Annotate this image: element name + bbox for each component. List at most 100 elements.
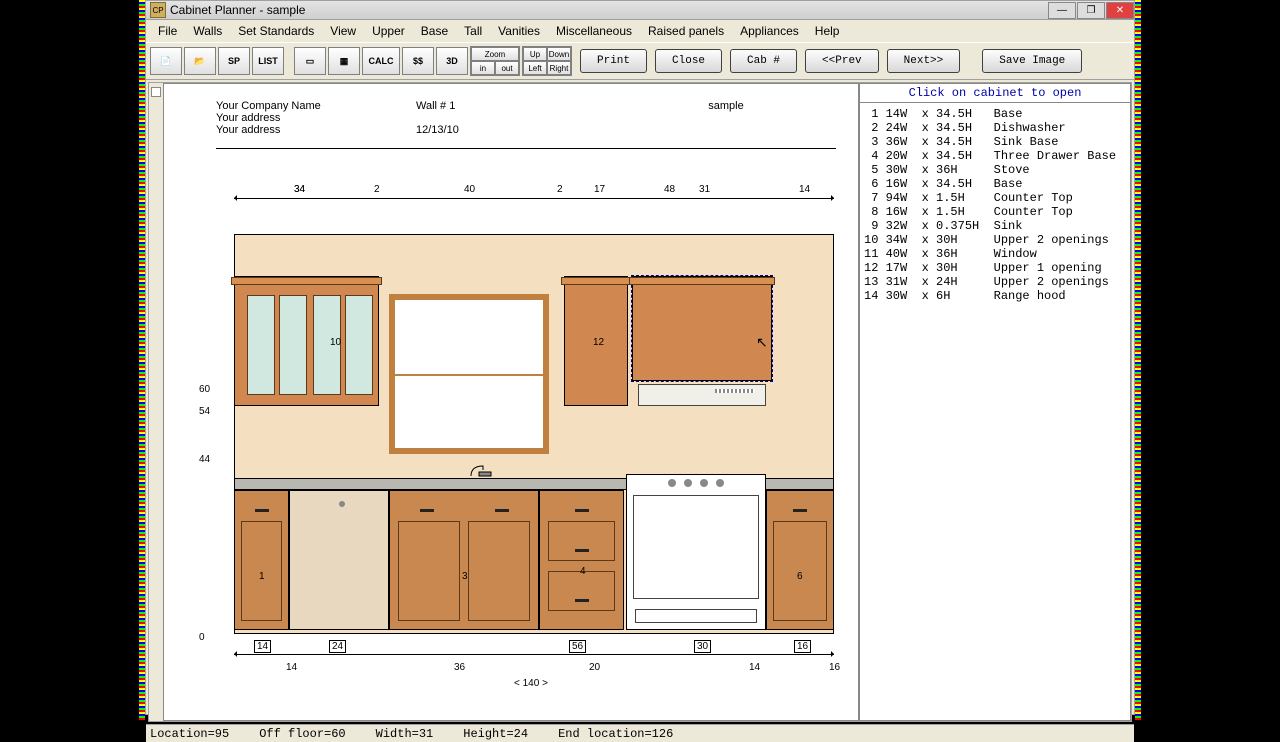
dim-left: 54 (199, 406, 210, 417)
dim-bot2: 14 (749, 662, 760, 673)
zoom-in-button[interactable]: in (471, 61, 495, 75)
app-window: CP Cabinet Planner - sample — ❐ ✕ File W… (145, 0, 1135, 715)
close-page-button[interactable]: Close (655, 49, 722, 73)
dim-total: < 140 > (514, 678, 548, 689)
cabinet-13[interactable] (632, 276, 772, 381)
dim-top2: 34 (294, 184, 305, 195)
print-button[interactable]: Print (580, 49, 647, 73)
cab-label: 1 (259, 571, 265, 582)
drawing-canvas[interactable]: Your Company Name Wall # 1 sample Your a… (163, 83, 859, 721)
pan-right-button[interactable]: Right (547, 61, 571, 75)
status-location: Location=95 (150, 727, 229, 741)
main-area: Your Company Name Wall # 1 sample Your a… (148, 82, 1132, 722)
pan-group: Up Down Left Right (522, 46, 572, 76)
menu-tall[interactable]: Tall (456, 22, 490, 40)
dim-bot2: 20 (589, 662, 600, 673)
cabinet-list-panel: Click on cabinet to open 1 14W x 34.5H B… (859, 83, 1131, 721)
dim-bot: 16 (794, 640, 811, 653)
dim-top: 14 (799, 184, 810, 195)
drawing-header: Your Company Name Wall # 1 sample Your a… (216, 100, 836, 136)
zoom-out-button[interactable]: out (495, 61, 519, 75)
sp-icon[interactable]: SP (218, 47, 250, 75)
dim-left: 60 (199, 384, 210, 395)
cabinet-list[interactable]: 1 14W x 34.5H Base 2 24W x 34.5H Dishwas… (860, 103, 1130, 307)
address-2: Your address (216, 124, 416, 136)
menu-help[interactable]: Help (807, 22, 848, 40)
dim-bot2: 14 (286, 662, 297, 673)
wall-label: Wall # 1 (416, 100, 616, 112)
menubar: File Walls Set Standards View Upper Base… (146, 20, 1134, 42)
new-icon[interactable]: 📄 (150, 47, 182, 75)
window-title: Cabinet Planner - sample (170, 3, 1047, 17)
window-11[interactable] (389, 294, 549, 454)
cab-label: 6 (797, 571, 803, 582)
address-1: Your address (216, 112, 416, 124)
grid-icon[interactable]: ▦ (328, 47, 360, 75)
dim-top2: 31 (699, 184, 710, 195)
titlebar: CP Cabinet Planner - sample — ❐ ✕ (146, 1, 1134, 20)
zoom-group: Zoom in out (470, 46, 520, 76)
elevation-view: 34 2 40 2 48 14 34 17 31 60 54 44 0 (194, 184, 844, 694)
menu-appliances[interactable]: Appliances (732, 22, 807, 40)
dim-bot2: 16 (829, 662, 840, 673)
dim-top: 2 (374, 184, 380, 195)
minimize-button[interactable]: — (1048, 2, 1076, 19)
close-button[interactable]: ✕ (1106, 2, 1134, 19)
status-off-floor: Off floor=60 (259, 727, 345, 741)
decorative-right-strip (1135, 0, 1141, 720)
page-marker[interactable] (151, 87, 161, 97)
dim-bot: 24 (329, 640, 346, 653)
menu-set-standards[interactable]: Set Standards (230, 22, 322, 40)
menu-misc[interactable]: Miscellaneous (548, 22, 640, 40)
status-height: Height=24 (463, 727, 528, 741)
cabinet-1[interactable]: 1 (234, 490, 289, 630)
cabinet-6[interactable]: 6 (766, 490, 834, 630)
pan-left-button[interactable]: Left (523, 61, 547, 75)
calc-button[interactable]: CALC (362, 47, 400, 75)
dim-line (234, 198, 834, 199)
header-rule (216, 148, 836, 149)
dim-bot: 56 (569, 640, 586, 653)
cab-number-button[interactable]: Cab # (730, 49, 797, 73)
menu-upper[interactable]: Upper (364, 22, 413, 40)
open-icon[interactable]: 📂 (184, 47, 216, 75)
cabinet-4[interactable]: 4 (539, 490, 624, 630)
rangehood-14[interactable] (638, 384, 766, 406)
prev-button[interactable]: <<Prev (805, 49, 879, 73)
3d-button[interactable]: 3D (436, 47, 468, 75)
cabinet-12[interactable]: 12 (564, 276, 628, 406)
cab-label: 10 (330, 337, 341, 348)
list-header: Click on cabinet to open (860, 84, 1130, 103)
save-image-button[interactable]: Save Image (982, 49, 1082, 73)
faucet-icon (469, 464, 499, 478)
dim-top: 2 (557, 184, 563, 195)
menu-vanities[interactable]: Vanities (490, 22, 548, 40)
dim-top: 48 (664, 184, 675, 195)
dim-line (234, 654, 834, 655)
stove-5[interactable] (626, 474, 766, 630)
menu-view[interactable]: View (322, 22, 364, 40)
project-name: sample (616, 100, 836, 112)
dim-bot: 30 (694, 640, 711, 653)
status-width: Width=31 (376, 727, 434, 741)
left-gutter (149, 83, 163, 721)
menu-file[interactable]: File (150, 22, 185, 40)
cabinet-10[interactable]: 10 (234, 276, 379, 406)
menu-base[interactable]: Base (413, 22, 456, 40)
menu-walls[interactable]: Walls (185, 22, 230, 40)
date: 12/13/10 (416, 124, 616, 136)
list-icon[interactable]: LIST (252, 47, 284, 75)
cab-label: 4 (580, 566, 586, 577)
cab-label: 3 (462, 571, 468, 582)
menu-raised-panels[interactable]: Raised panels (640, 22, 732, 40)
pan-down-button[interactable]: Down (547, 47, 571, 61)
price-button[interactable]: $$ (402, 47, 434, 75)
maximize-button[interactable]: ❐ (1077, 2, 1105, 19)
dim-top2: 17 (594, 184, 605, 195)
next-button[interactable]: Next>> (887, 49, 961, 73)
layout-icon[interactable]: ▭ (294, 47, 326, 75)
dishwasher-2[interactable] (289, 490, 389, 630)
cabinet-3[interactable]: 3 (389, 490, 539, 630)
pan-up-button[interactable]: Up (523, 47, 547, 61)
dim-bot: 14 (254, 640, 271, 653)
